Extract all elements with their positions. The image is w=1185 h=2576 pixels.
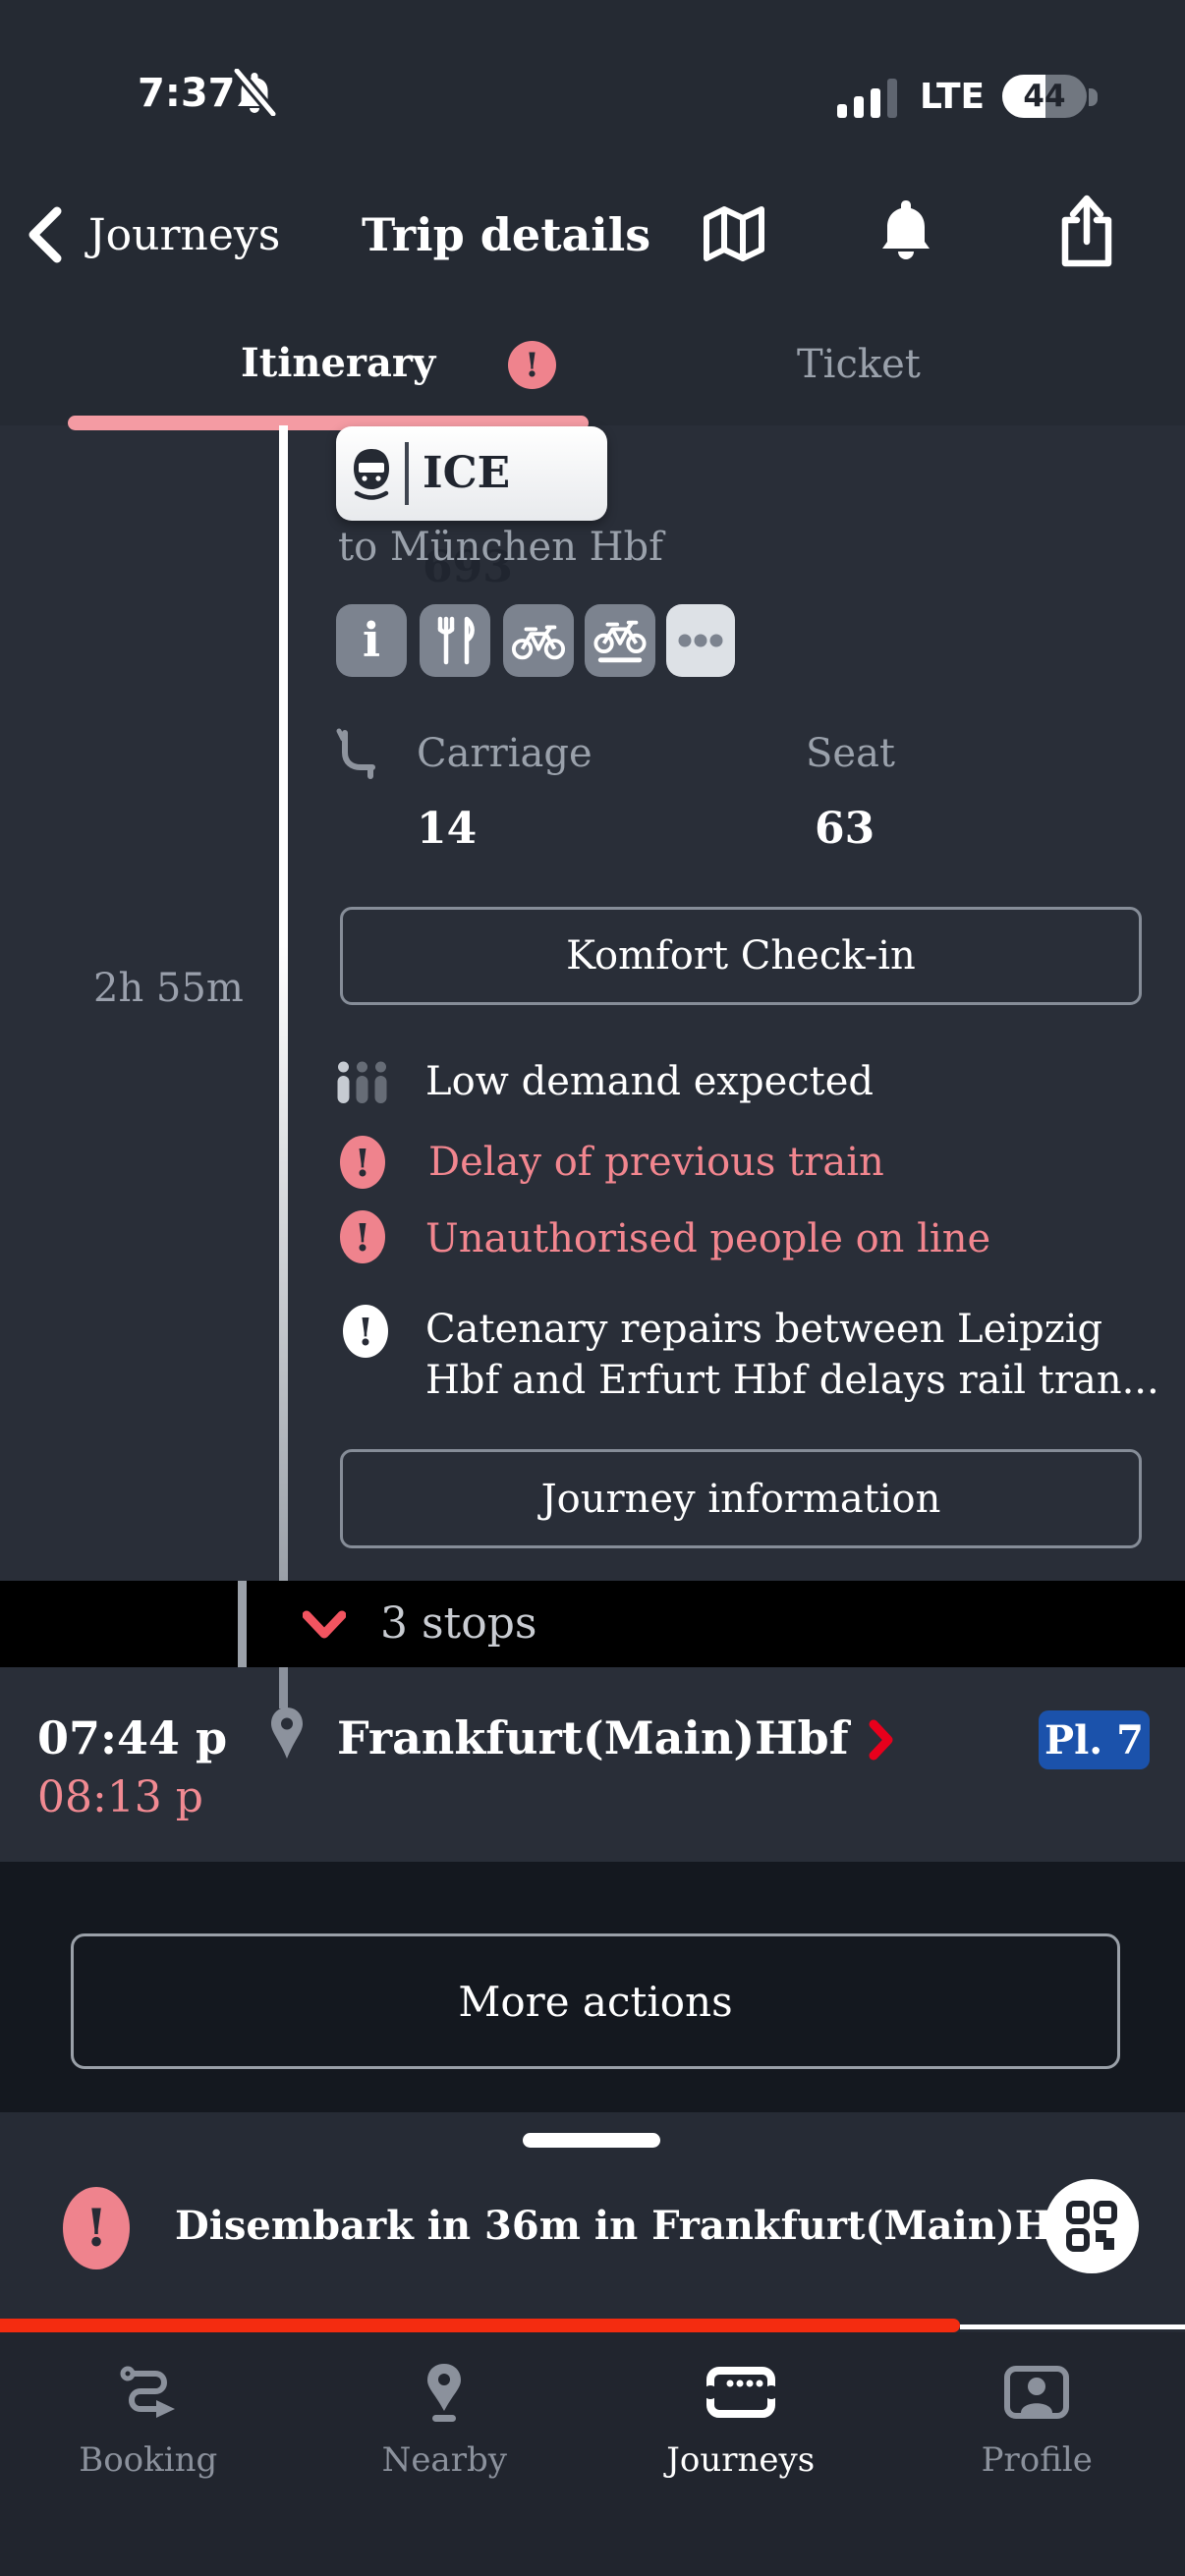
disembark-message: Disembark in 36m in Frankfurt(Main)Hbf <box>175 2203 1097 2249</box>
catenary-message-line1: Catenary repairs between Leipzig <box>425 1307 1103 1352</box>
nearby-pin-icon <box>427 2364 462 2422</box>
catenary-info-icon: ! <box>343 1305 388 1358</box>
train-number: ICE 693 <box>423 448 513 592</box>
profile-card-icon <box>1004 2366 1070 2419</box>
seat-label: Seat <box>806 731 895 776</box>
back-label[interactable]: Journeys <box>88 210 281 260</box>
arrival-time-delayed: 08:13 p <box>37 1772 203 1822</box>
nav-label: Nearby <box>381 2440 507 2480</box>
battery-indicator: 44 <box>1002 75 1087 118</box>
info-icon: i <box>362 613 381 668</box>
delay-warning-icon: ! <box>340 1136 385 1189</box>
timeline-line <box>279 425 288 1581</box>
seat-icon <box>336 728 375 779</box>
back-chevron-icon[interactable] <box>26 206 63 263</box>
chevron-right-icon <box>869 1719 893 1761</box>
arrival-station[interactable]: Frankfurt(Main)Hbf <box>337 1711 849 1764</box>
nav-item-nearby[interactable]: Nearby <box>297 2332 593 2576</box>
sheet-drag-handle[interactable] <box>523 2133 660 2148</box>
delay-message: Delay of previous train <box>428 1140 884 1185</box>
map-icon[interactable] <box>702 202 766 265</box>
disembark-alert-icon: ! <box>63 2187 130 2269</box>
stops-count-label: 3 stops <box>380 1598 537 1649</box>
amenity-restaurant-chip[interactable] <box>420 604 490 677</box>
carriage-label: Carriage <box>417 731 592 776</box>
restaurant-icon <box>437 616 475 665</box>
nav-item-booking[interactable]: Booking <box>0 2332 297 2576</box>
location-pin-icon <box>271 1708 303 1759</box>
occupancy-message: Low demand expected <box>425 1059 874 1104</box>
tab-ticket[interactable]: Ticket <box>797 342 921 387</box>
share-icon[interactable] <box>1057 193 1116 269</box>
bicycle-underline-icon <box>593 620 647 663</box>
nav-label: Profile <box>981 2440 1093 2480</box>
more-actions-zone <box>0 1862 1185 2112</box>
signal-strength-icon <box>837 79 897 118</box>
nav-label: Booking <box>79 2440 218 2480</box>
occupancy-icon <box>337 1061 387 1103</box>
badge-divider <box>405 442 409 505</box>
more-actions-button[interactable]: More actions <box>71 1933 1120 2069</box>
journey-progress-track <box>960 2324 1185 2329</box>
battery-nub <box>1089 88 1098 106</box>
arrival-time-scheduled: 07:44 p <box>37 1711 228 1764</box>
amenity-bicycle-chip[interactable] <box>503 604 574 677</box>
stops-strip[interactable]: 3 stops <box>0 1581 1185 1667</box>
bicycle-icon <box>511 625 566 660</box>
komfort-checkin-button[interactable]: Komfort Check-in <box>340 907 1142 1005</box>
carriage-value: 14 <box>417 804 478 854</box>
seat-value: 63 <box>815 804 875 854</box>
nav-label: Journeys <box>666 2440 816 2480</box>
train-front-icon <box>354 449 389 500</box>
stops-timeline-segment <box>238 1581 247 1667</box>
nav-item-profile[interactable]: Profile <box>889 2332 1185 2576</box>
booking-route-icon <box>120 2366 175 2418</box>
header-zone <box>0 0 1185 425</box>
journey-information-button[interactable]: Journey information <box>340 1449 1142 1548</box>
tab-itinerary[interactable]: Itinerary <box>241 340 436 386</box>
bottom-sheet <box>0 2112 1185 2332</box>
journeys-ticket-icon <box>705 2367 776 2418</box>
journey-progress-bar <box>0 2319 960 2332</box>
timeline-stub <box>279 1667 288 1708</box>
itinerary-warning-badge: ! <box>508 341 556 389</box>
notifications-bell-icon[interactable] <box>875 195 937 269</box>
more-amenities-chip[interactable] <box>666 604 735 677</box>
ellipsis-icon <box>678 634 723 647</box>
platform-badge: Pl. 7 <box>1039 1710 1150 1769</box>
page-title: Trip details <box>362 208 651 261</box>
amenity-info-chip[interactable]: i <box>336 604 407 677</box>
status-time: 7:37 <box>138 71 236 116</box>
chevron-down-icon <box>303 1610 346 1639</box>
network-type-label: LTE <box>920 77 986 117</box>
battery-percent: 44 <box>1023 79 1066 114</box>
qr-code-button[interactable] <box>1044 2179 1139 2273</box>
catenary-message-line2: Hbf and Erfurt Hbf delays rail tran... <box>425 1358 1159 1403</box>
notifications-muted-icon <box>232 69 277 116</box>
unauthorised-warning-icon: ! <box>340 1210 385 1263</box>
train-badge[interactable]: ICE 693 <box>336 426 607 592</box>
journey-duration: 2h 55m <box>93 966 244 1011</box>
amenity-bicycle-space-chip[interactable] <box>585 604 655 677</box>
nav-item-journeys[interactable]: Journeys <box>592 2332 889 2576</box>
qr-code-icon <box>1066 2201 1117 2252</box>
battery-fill <box>1002 75 1045 118</box>
train-direction: to München Hbf <box>338 525 663 570</box>
unauthorised-message: Unauthorised people on line <box>425 1216 991 1261</box>
bottom-nav: Booking Nearby <box>0 2332 1185 2576</box>
